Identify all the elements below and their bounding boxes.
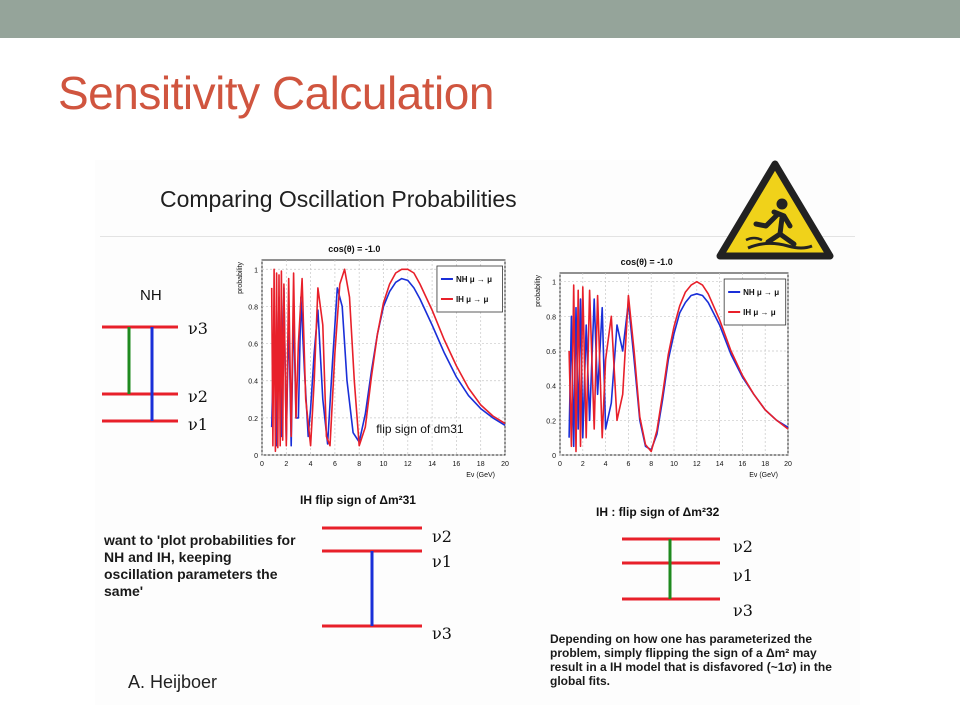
chart0-x-tick-label: 12 — [404, 461, 412, 468]
chart1-y-axis-label: probability — [535, 275, 542, 307]
chart0-x-tick-label: 14 — [428, 461, 436, 468]
chart0-x-axis-label: Eν (GeV) — [466, 472, 495, 479]
chart0-y-tick-label: 0.2 — [248, 416, 258, 423]
nh-label: NH — [140, 287, 162, 304]
chart0-title: cos(θ) = -1.0 — [328, 244, 380, 254]
ih32-nu2-label: ν2 — [733, 537, 753, 556]
chart0-x-tick-label: 0 — [260, 461, 264, 468]
chart0-y-tick-label: 0 — [254, 453, 258, 460]
nh-nu2-label: ν2 — [188, 387, 208, 406]
chart1-y-tick-label: 0.6 — [546, 349, 556, 356]
chart1-y-tick-label: 1 — [552, 280, 556, 287]
chart1-y-tick-label: 0.4 — [546, 384, 556, 391]
chart1-y-tick-label: 0 — [552, 453, 556, 460]
ih32-level-diagram — [622, 537, 720, 601]
chart1-legend-entry: NH μ → μ — [743, 288, 779, 297]
chart0-legend-entry: NH μ → μ — [456, 275, 492, 284]
chart1-x-tick-label: 2 — [581, 461, 585, 468]
ih31-nu2-label: ν2 — [432, 527, 452, 546]
author: A. Heijboer — [128, 672, 218, 692]
chart0-x-tick-label: 10 — [380, 461, 388, 468]
slide-title: Sensitivity Calculation — [58, 67, 494, 119]
probability-chart-dm32: 0 2 4 6 8 10 12 14 16 18 20 0 0.2 0.4 0.6 0.8 1 cos(θ) = … — [535, 257, 792, 479]
ih31-level-diagram — [322, 526, 422, 628]
chart1-x-tick-label: 12 — [693, 461, 701, 468]
chart1-x-tick-label: 8 — [649, 461, 653, 468]
nh-nu1-label: ν1 — [188, 415, 208, 434]
chart0-y-tick-label: 1 — [254, 267, 258, 274]
nh-level-diagram — [102, 325, 178, 423]
chart1-legend — [723, 278, 787, 326]
note-right: Depending on how one has parameterized t… — [550, 632, 832, 688]
chart1-series-ih-line — [568, 280, 789, 453]
chart0-x-tick-label: 16 — [453, 461, 461, 468]
chart1-x-axis-label: Eν (GeV) — [749, 472, 778, 479]
nh-nu3-label: ν3 — [188, 319, 208, 338]
ih31-nu3-label: ν3 — [432, 624, 452, 643]
chart1-y-tick-label: 0.2 — [546, 418, 556, 425]
chart1-x-tick-label: 10 — [670, 461, 678, 468]
slide-subtitle: Comparing Oscillation Probabilities — [160, 186, 517, 212]
probability-chart-dm31: 0 2 4 6 8 10 12 14 16 18 20 0 0.2 0.4 0.6 0.8 1 cos(θ) = … — [237, 244, 509, 479]
chart0-annotation: flip sign of dm31 — [376, 422, 464, 436]
chart1-y-tick-label: 0.8 — [546, 314, 556, 321]
divider — [100, 236, 855, 237]
chart0-x-tick-label: 6 — [333, 461, 337, 468]
chart0-y-tick-label: 0.6 — [248, 342, 258, 349]
ih31-nu1-label: ν1 — [432, 552, 452, 571]
chart0-y-axis-label: probability — [237, 262, 244, 294]
caution-slippery-floor-icon — [716, 160, 834, 260]
chart1-x-tick-label: 18 — [761, 461, 769, 468]
ih31-caption: IH flip sign of Δm²31 — [300, 493, 416, 507]
chart0-x-tick-label: 8 — [357, 461, 361, 468]
chart0-x-tick-label: 18 — [477, 461, 485, 468]
chart0-series-ih-line — [270, 268, 506, 453]
ih32-nu3-label: ν3 — [733, 601, 753, 620]
chart0-x-tick-label: 4 — [309, 461, 313, 468]
note-left: want to 'plot probabilities for NH and I… — [104, 532, 296, 599]
chart0-x-tick-label: 2 — [284, 461, 288, 468]
chart1-x-tick-label: 0 — [558, 461, 562, 468]
chart1-x-tick-label: 14 — [716, 461, 724, 468]
chart0-legend-entry: IH μ → μ — [456, 295, 489, 304]
chart1-x-tick-label: 20 — [784, 461, 792, 468]
chart0-y-tick-label: 0.8 — [248, 304, 258, 311]
chart0-legend — [436, 265, 503, 313]
top-bar — [0, 0, 960, 38]
ih32-nu1-label: ν1 — [733, 566, 753, 585]
chart1-x-tick-label: 6 — [626, 461, 630, 468]
chart1-x-tick-label: 16 — [739, 461, 747, 468]
ih32-caption: IH : flip sign of Δm²32 — [596, 505, 720, 519]
chart0-x-tick-label: 20 — [501, 461, 509, 468]
chart1-legend-entry: IH μ → μ — [743, 308, 776, 317]
chart1-x-tick-label: 4 — [604, 461, 608, 468]
chart1-title: cos(θ) = -1.0 — [621, 257, 673, 267]
chart0-y-tick-label: 0.4 — [248, 379, 258, 386]
